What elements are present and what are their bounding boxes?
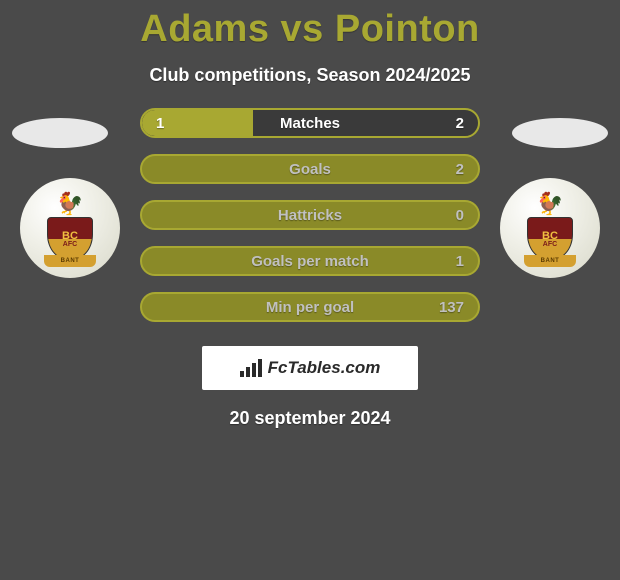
stat-label: Min per goal bbox=[142, 299, 478, 316]
stat-label: Goals bbox=[142, 161, 478, 178]
crest-circle: 🐓 BC AFC BANT bbox=[500, 178, 600, 278]
subtitle: Club competitions, Season 2024/2025 bbox=[0, 65, 620, 86]
stat-bar: Goals2 bbox=[140, 154, 480, 184]
stat-bar: Hattricks0 bbox=[140, 200, 480, 230]
stat-bar: Min per goal137 bbox=[140, 292, 480, 322]
player-right-avatar-placeholder bbox=[512, 118, 608, 148]
rooster-icon: 🐓 bbox=[56, 193, 83, 215]
crest-circle: 🐓 BC AFC BANT bbox=[20, 178, 120, 278]
stat-bar: 1Matches2 bbox=[140, 108, 480, 138]
page-title: Adams vs Pointon bbox=[0, 0, 620, 51]
date-label: 20 september 2024 bbox=[0, 408, 620, 429]
stat-value-right: 2 bbox=[456, 161, 464, 178]
player-left-avatar-placeholder bbox=[12, 118, 108, 148]
comparison-panel: 🐓 BC AFC BANT 🐓 BC AFC BANT 1Matches2Goa… bbox=[0, 108, 620, 322]
crest-banner: BANT bbox=[524, 255, 576, 267]
club-crest-left: 🐓 BC AFC BANT bbox=[20, 178, 120, 278]
stat-label: Hattricks bbox=[142, 207, 478, 224]
stat-bar: Goals per match1 bbox=[140, 246, 480, 276]
stat-bars: 1Matches2Goals2Hattricks0Goals per match… bbox=[140, 108, 480, 322]
crest-text-mid: AFC bbox=[63, 242, 77, 248]
stat-label: Matches bbox=[142, 115, 478, 132]
stat-value-right: 2 bbox=[456, 115, 464, 132]
crest-text-mid: AFC bbox=[543, 242, 557, 248]
crest-banner: BANT bbox=[44, 255, 96, 267]
bar-chart-icon bbox=[240, 359, 262, 377]
watermark: FcTables.com bbox=[202, 346, 418, 390]
stat-value-right: 1 bbox=[456, 253, 464, 270]
club-crest-right: 🐓 BC AFC BANT bbox=[500, 178, 600, 278]
rooster-icon: 🐓 bbox=[536, 193, 563, 215]
stat-label: Goals per match bbox=[142, 253, 478, 270]
watermark-text: FcTables.com bbox=[268, 358, 381, 378]
stat-value-right: 0 bbox=[456, 207, 464, 224]
stat-value-right: 137 bbox=[439, 299, 464, 316]
